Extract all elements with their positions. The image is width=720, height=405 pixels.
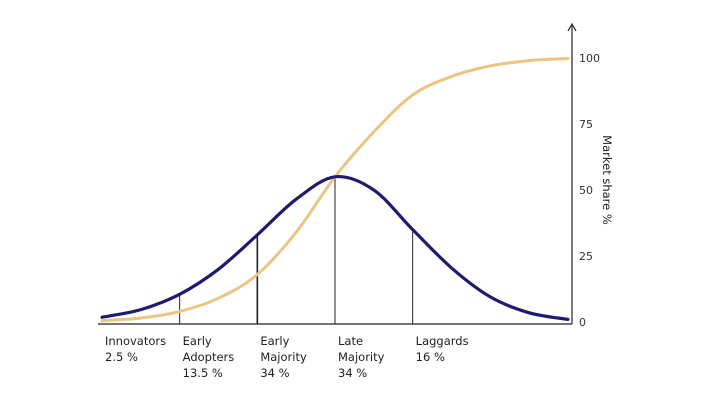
- segment-label: Innovators 2.5 %: [105, 334, 166, 364]
- plot-area: [100, 57, 570, 324]
- y-tick-label: 0: [579, 316, 586, 329]
- y-tick-label: 25: [579, 250, 593, 263]
- y-tick-label: 100: [579, 52, 600, 65]
- y-tick-label: 50: [579, 184, 593, 197]
- y-tick-label: 75: [579, 118, 593, 131]
- segment-labels: Innovators 2.5 % Early Adopters 13.5 % Early M…: [105, 334, 469, 380]
- y-axis-arrow-icon: [567, 22, 577, 32]
- segment-label: Late Majority 34 %: [338, 334, 385, 380]
- segment-label: Laggards 16 %: [416, 334, 469, 364]
- y-axis-label: Market share %: [600, 135, 614, 225]
- segment-label: Early Adopters 13.5 %: [183, 334, 235, 380]
- segment-label: Early Majority 34 %: [260, 334, 307, 380]
- adoption-bell-curve: [100, 174, 570, 321]
- axes: 0 25 50 75 100 Market share %: [98, 22, 614, 329]
